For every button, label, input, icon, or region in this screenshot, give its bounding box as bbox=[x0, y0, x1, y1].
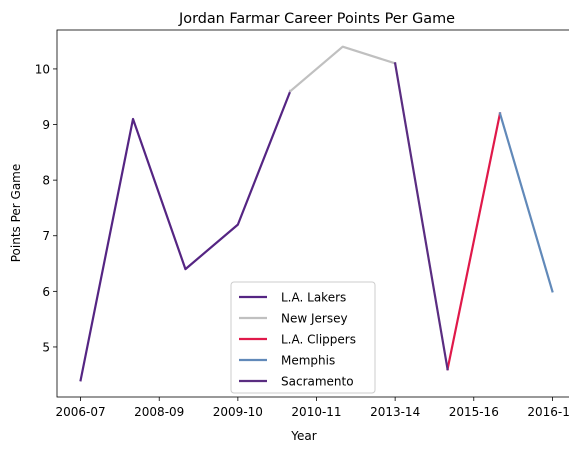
y-tick-label: 10 bbox=[35, 62, 50, 76]
legend-label: New Jersey bbox=[281, 312, 348, 326]
y-tick-label: 8 bbox=[42, 174, 50, 188]
x-tick-label: 2010-11 bbox=[291, 405, 341, 419]
x-tick-label: 2006-07 bbox=[56, 405, 106, 419]
chart-title: Jordan Farmar Career Points Per Game bbox=[178, 11, 455, 27]
legend: L.A. Lakers New Jersey L.A. Clippers Memphi… bbox=[230, 281, 376, 394]
legend-label: Sacramento bbox=[281, 375, 354, 389]
legend-box bbox=[230, 281, 376, 394]
x-axis-label: Year bbox=[290, 429, 316, 443]
x-axis: 2006-07 2008-09 2009-10 2010-11 2013-14 2015-… bbox=[56, 397, 569, 419]
series-layer bbox=[79, 45, 554, 382]
series-line-4 bbox=[393, 62, 449, 371]
legend-label: L.A. Lakers bbox=[281, 291, 346, 305]
y-tick-label: 7 bbox=[42, 229, 50, 243]
legend-label: Memphis bbox=[281, 354, 335, 368]
y-tick-label: 5 bbox=[42, 340, 50, 354]
y-tick-label: 9 bbox=[42, 118, 50, 132]
x-tick-label: 2009-10 bbox=[213, 405, 263, 419]
series-line-1 bbox=[288, 45, 397, 93]
series-line-2 bbox=[446, 112, 502, 371]
y-axis-label: Points Per Game bbox=[9, 164, 23, 263]
series-line-0 bbox=[79, 89, 292, 382]
x-tick-label: 2016-17 bbox=[527, 405, 569, 419]
x-tick-label: 2013-14 bbox=[370, 405, 420, 419]
y-tick-label: 6 bbox=[42, 285, 50, 299]
y-axis: 5 6 7 8 9 10 bbox=[35, 62, 57, 354]
legend-label: L.A. Clippers bbox=[281, 333, 356, 347]
x-tick-label: 2008-09 bbox=[134, 405, 184, 419]
series-line-3 bbox=[498, 112, 554, 293]
x-tick-label: 2015-16 bbox=[449, 405, 499, 419]
legend-entries: L.A. Lakers New Jersey L.A. Clippers Memphi… bbox=[239, 291, 356, 389]
